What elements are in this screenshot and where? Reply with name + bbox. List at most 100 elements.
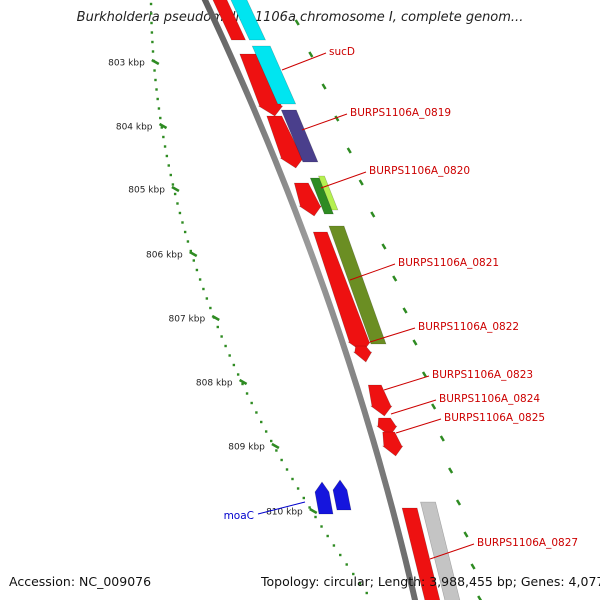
ruler-dot bbox=[320, 525, 323, 528]
ruler-dot bbox=[149, 2, 153, 6]
ruler-tick bbox=[238, 378, 248, 386]
feature-track bbox=[212, 0, 461, 600]
gene-label[interactable]: BURPS1106A_0819 bbox=[350, 107, 451, 119]
ruler-dot bbox=[326, 534, 329, 538]
ruler-dot bbox=[153, 69, 156, 72]
ruler-dot bbox=[183, 230, 187, 234]
ruler-dot bbox=[228, 354, 231, 357]
cds-olive bbox=[328, 225, 387, 345]
ruler-dot bbox=[264, 430, 268, 433]
gene-label[interactable]: sucD bbox=[329, 46, 355, 58]
ruler-tick-label: 809 kbp bbox=[228, 443, 265, 453]
accession-text: Accession: NC_009076 bbox=[9, 574, 152, 589]
ruler-dot bbox=[156, 97, 159, 101]
ruler-dot bbox=[150, 12, 153, 15]
outer-scale-tick bbox=[334, 115, 340, 122]
outer-scale-tick bbox=[412, 339, 418, 346]
ruler-dot bbox=[155, 88, 158, 91]
outer-scale-tick bbox=[477, 595, 483, 600]
gene-red bbox=[367, 384, 393, 417]
ruler-tick bbox=[271, 442, 280, 450]
gene-red bbox=[401, 507, 441, 600]
ruler-dot bbox=[275, 449, 278, 452]
ruler-dot bbox=[195, 268, 199, 272]
ruler-dot bbox=[365, 591, 368, 595]
ruler-dot bbox=[192, 259, 196, 262]
outer-scale-tick bbox=[463, 531, 469, 538]
outer-scale-tick bbox=[346, 147, 352, 154]
gene-label-leader bbox=[429, 543, 475, 560]
ruler-dot bbox=[202, 287, 205, 291]
gene-red bbox=[376, 417, 398, 437]
gene-blue bbox=[314, 481, 334, 515]
ruler-dot bbox=[352, 572, 355, 576]
ruler-dot bbox=[339, 553, 342, 557]
ruler-dot bbox=[150, 31, 154, 34]
ruler-dot bbox=[165, 154, 169, 158]
ruler-dot bbox=[160, 126, 163, 129]
gene-label[interactable]: BURPS1106A_0823 bbox=[432, 369, 533, 381]
cds-cyan bbox=[251, 45, 297, 105]
ruler-tick bbox=[158, 122, 168, 130]
ruler-dot bbox=[150, 21, 153, 25]
ruler-dot bbox=[314, 515, 317, 519]
gene-label[interactable]: moaC bbox=[224, 510, 254, 522]
ruler-dot bbox=[154, 78, 157, 82]
outer-scale-tick bbox=[439, 435, 445, 442]
cds-grey bbox=[420, 501, 461, 600]
ruler-tick-label: 803 kbp bbox=[108, 59, 145, 69]
gene-blue bbox=[332, 479, 352, 511]
ruler-tick bbox=[309, 507, 318, 515]
gene-label-leader bbox=[257, 501, 306, 515]
gene-label-leader bbox=[369, 327, 416, 343]
gene-label[interactable]: BURPS1106A_0824 bbox=[439, 393, 540, 405]
ruler-dot bbox=[280, 458, 283, 462]
outer-scale-tick bbox=[370, 211, 376, 218]
gene-label[interactable]: BURPS1106A_0821 bbox=[398, 257, 499, 269]
ruler-dot bbox=[151, 40, 154, 44]
gene-label[interactable]: BURPS1106A_0825 bbox=[444, 412, 545, 424]
ruler-dot bbox=[163, 145, 167, 148]
ruler-tick-label: 806 kbp bbox=[146, 251, 183, 261]
outer-scale-tick bbox=[431, 403, 437, 410]
outer-scale-tick bbox=[392, 275, 398, 282]
genome-backbone bbox=[201, 0, 419, 600]
gene-label[interactable]: BURPS1106A_0820 bbox=[369, 165, 470, 177]
gene-label-leader bbox=[383, 375, 430, 391]
outer-scale-tick bbox=[448, 467, 454, 474]
outer-scale-tick bbox=[358, 179, 364, 186]
ruler-dot bbox=[157, 107, 161, 110]
ruler-dot bbox=[205, 297, 209, 300]
cds-lime bbox=[318, 175, 339, 211]
ruler-tick-label: 805 kbp bbox=[128, 186, 165, 196]
outer-scale-tick bbox=[455, 499, 462, 506]
ruler-dot bbox=[173, 192, 177, 196]
ruler-dot bbox=[151, 50, 155, 53]
gene-label[interactable]: BURPS1106A_0827 bbox=[477, 537, 578, 549]
ruler-tick bbox=[189, 250, 198, 258]
ruler-dot bbox=[308, 506, 311, 509]
gene-red bbox=[293, 182, 322, 217]
ruler-dot bbox=[232, 363, 236, 367]
gene-red bbox=[212, 0, 246, 41]
gene-red bbox=[266, 115, 304, 169]
ruler-dot bbox=[250, 401, 253, 405]
gene-label-leader bbox=[301, 113, 348, 131]
gene-label[interactable]: BURPS1106A_0822 bbox=[418, 321, 519, 333]
ruler-dot bbox=[186, 240, 190, 243]
ruler-dot bbox=[302, 496, 305, 500]
ruler-dot bbox=[209, 306, 212, 310]
outer-scale-tick bbox=[321, 83, 327, 90]
ruler-tick bbox=[171, 185, 180, 193]
ruler-dot bbox=[241, 382, 244, 386]
ruler-tick-label: 807 kbp bbox=[169, 315, 206, 325]
ruler-tick-label: 808 kbp bbox=[196, 379, 233, 389]
outer-scale-tick bbox=[308, 51, 314, 58]
outer-scale-tick bbox=[381, 243, 387, 250]
ruler-dot bbox=[178, 211, 182, 215]
ruler-dot bbox=[236, 373, 240, 376]
ruler-dot bbox=[176, 202, 179, 205]
gene-label-leader bbox=[281, 52, 327, 71]
